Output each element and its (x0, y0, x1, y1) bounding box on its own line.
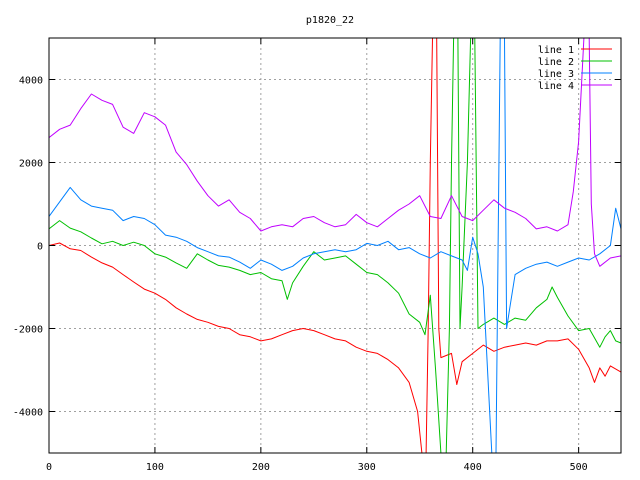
legend-label: line 3 (538, 69, 574, 80)
series-line-1 (49, 38, 621, 453)
x-tick-label: 100 (146, 462, 164, 473)
series-line-2 (49, 38, 621, 453)
x-tick-label: 0 (46, 462, 52, 473)
grid (49, 38, 621, 453)
x-tick-label: 200 (252, 462, 270, 473)
y-tick-label: -2000 (13, 325, 43, 336)
series-line-4 (49, 38, 621, 267)
axes: 0 100 200 300 400 500 -4000 -2000 0 2000 4000 (13, 38, 621, 473)
legend-label: line 4 (538, 81, 574, 92)
y-tick-label: 2000 (19, 159, 43, 170)
series-line-3 (49, 38, 621, 453)
x-tick-label: 500 (570, 462, 588, 473)
y-tick-label: 0 (37, 242, 43, 253)
series-group (49, 38, 621, 453)
x-tick-label: 400 (464, 462, 482, 473)
legend-label: line 1 (538, 45, 574, 56)
x-tick-label: 300 (358, 462, 376, 473)
chart-title: p1820_22 (306, 15, 354, 26)
y-tick-label: -4000 (13, 408, 43, 419)
legend-label: line 2 (538, 57, 574, 68)
y-tick-label: 4000 (19, 76, 43, 87)
